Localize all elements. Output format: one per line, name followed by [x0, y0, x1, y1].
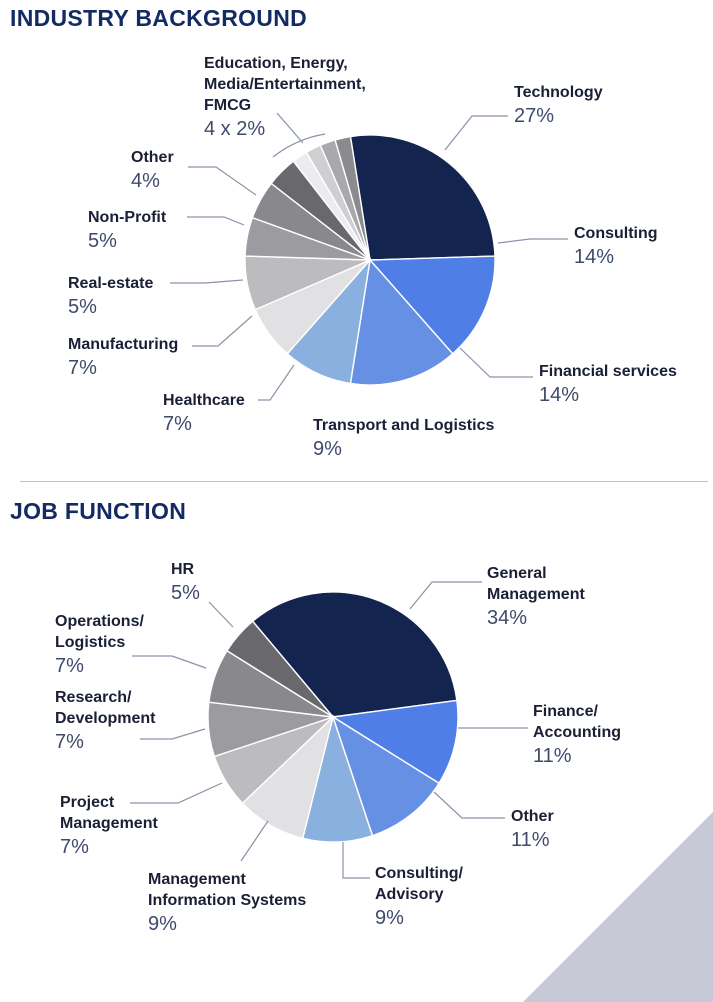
leader-line-other — [188, 166, 257, 196]
leader-line-management-information-systems — [240, 820, 269, 862]
label-research-development: Research/Development 7% — [55, 689, 156, 753]
label-general-management: General Management 34% — [487, 565, 585, 629]
pie-slice-general-management — [251, 591, 458, 718]
label-manufacturing: Manufacturing 7% — [68, 336, 178, 379]
leader-line-education-energy-media-fmcg — [276, 112, 304, 144]
leader-line-technology — [444, 115, 508, 151]
pie-slice-other — [331, 715, 440, 837]
leader-line-consulting — [497, 238, 568, 244]
leader-line-healthcare — [258, 364, 295, 401]
leader-line-other — [433, 791, 505, 819]
label-management-information-systems: Management Information Systems 9% — [148, 871, 306, 935]
job-function-title: JOB FUNCTION — [10, 498, 187, 524]
label-operations-logistics: Operations/Logistics 7% — [55, 613, 144, 677]
pie-slice-fmcg — [334, 135, 371, 261]
label-other: Other 4% — [131, 149, 174, 192]
leader-line-consulting-advisory — [342, 842, 370, 879]
leader-line-financial-services — [459, 347, 533, 378]
section-divider — [20, 481, 708, 482]
leader-line-hr — [208, 601, 234, 628]
industry-background-title: INDUSTRY BACKGROUND — [10, 5, 308, 31]
label-financial-services: Financial services 14% — [539, 363, 677, 406]
label-finance-accounting: Finance/Accounting 11% — [533, 703, 621, 767]
label-transport-and-logistics: Transport and Logistics 9% — [313, 417, 494, 460]
label-consulting: Consulting 14% — [574, 225, 658, 268]
pie-slice-technology — [349, 134, 496, 261]
leader-line-real-estate — [170, 279, 244, 284]
pie-slice-finance-accounting — [330, 699, 459, 785]
group-bracket-arc — [272, 133, 326, 158]
label-real-estate: Real-estate 5% — [68, 275, 153, 318]
pie-slice-hr — [226, 620, 334, 718]
label-non-profit: Non-Profit 5% — [88, 209, 167, 252]
pie-slice-consulting — [368, 255, 496, 355]
label-project-management: Project Management 7% — [60, 794, 158, 858]
label-education-energy-media-fmcg: Education, Energy, Media/Entertainment, FM… — [204, 55, 366, 140]
leader-line-manufacturing — [192, 315, 253, 347]
leader-line-non-profit — [187, 216, 245, 226]
label-hr: HR 5% — [171, 561, 200, 604]
leader-line-research-development — [140, 728, 206, 740]
label-consulting-advisory: Consulting/Advisory 9% — [375, 865, 464, 929]
label-healthcare: Healthcare 7% — [163, 392, 245, 435]
leader-line-operations-logistics — [132, 655, 207, 669]
label-technology: Technology 27% — [514, 84, 603, 127]
leader-line-project-management — [130, 782, 223, 804]
job-function-pie-chart: General Management 34% Finance/Accounting 11… — [55, 561, 621, 935]
label-other: Other 11% — [511, 808, 554, 851]
pie-slice-financial-services — [349, 258, 454, 386]
leader-line-general-management — [409, 581, 482, 610]
industry-pie-chart: Technology 27% Consulting 14% Financial serv… — [68, 55, 677, 460]
